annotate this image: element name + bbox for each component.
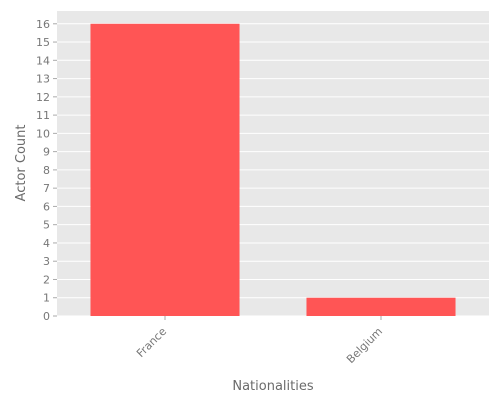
bar-france [90,23,240,317]
y-tick-label: 15 [36,36,50,49]
y-tick-label: 16 [36,18,50,31]
y-tick-label: 2 [43,273,50,286]
x-axis-title: Nationalities [232,379,313,394]
x-tick-label: Belgium [344,325,385,366]
y-tick-label: 6 [43,200,50,213]
y-tick-label: 11 [36,109,50,122]
y-tick-label: 3 [43,255,50,268]
bar-belgium [306,297,456,316]
x-tick-label: France [134,325,169,360]
y-tick-label: 12 [36,91,50,104]
y-tick-label: 14 [36,54,50,67]
y-tick-label: 4 [43,237,50,250]
y-tick-label: 0 [43,310,50,323]
y-tick-label: 10 [36,127,50,140]
y-tick-label: 5 [43,219,50,232]
y-tick-label: 7 [43,182,50,195]
y-tick-label: 8 [43,164,50,177]
y-tick-label: 9 [43,146,50,159]
bars [90,23,456,317]
y-tick-label: 1 [43,292,50,305]
y-tick-label: 13 [36,73,50,86]
x-axis-ticks: France Belgium [134,316,385,366]
y-axis-title: Actor Count [14,125,29,202]
